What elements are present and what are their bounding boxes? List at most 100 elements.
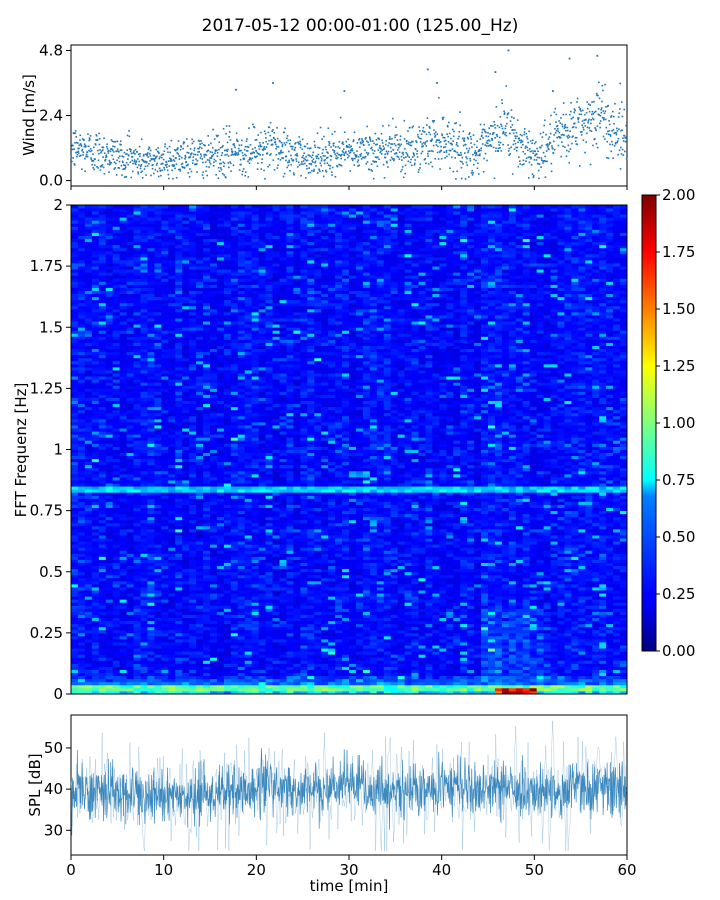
wind-point	[243, 148, 246, 151]
spectrogram-cell	[196, 648, 204, 652]
spectrogram-cell	[182, 590, 190, 594]
wind-point	[413, 153, 415, 156]
spectrogram-cell	[133, 550, 141, 554]
spectrogram-cell	[147, 483, 155, 487]
spectrogram-cell	[175, 571, 183, 576]
spectrogram-cell	[147, 366, 155, 371]
spectrogram-cell	[91, 467, 100, 472]
wind-point	[235, 88, 237, 91]
spectrogram-cell	[147, 587, 155, 591]
wind-point	[470, 142, 472, 144]
wind-point	[429, 127, 431, 129]
wind-point	[274, 143, 277, 146]
spectrogram-cell	[168, 232, 176, 236]
spectrogram-cell	[98, 620, 107, 625]
spectrogram-cell	[91, 473, 100, 478]
wind-point	[180, 163, 183, 166]
spectrogram-cell	[189, 360, 197, 365]
spectrogram-cell	[112, 345, 121, 350]
spectrogram-cell	[182, 205, 190, 209]
spectrogram-cell	[91, 339, 100, 343]
spectrogram-cell	[77, 684, 86, 689]
spectrogram-cell	[203, 305, 211, 310]
wind-point	[95, 134, 98, 136]
spectrogram-cell	[98, 272, 107, 276]
spectrogram-cell	[98, 596, 107, 600]
spectrogram-cell	[147, 278, 155, 282]
spectrogram-cell	[126, 626, 134, 631]
spectrogram-cell	[133, 418, 141, 423]
spectrogram-cell	[182, 541, 190, 545]
spectrogram-cell	[126, 492, 134, 496]
spectrogram-cell	[91, 440, 100, 444]
spectrogram-cell	[119, 504, 127, 508]
spectrogram-cell	[119, 684, 127, 689]
spectrogram-cell	[168, 672, 176, 677]
spectrogram-cell	[126, 269, 134, 273]
spectrogram-cell	[133, 296, 141, 301]
spectrogram-cell	[133, 446, 141, 450]
wind-point	[490, 125, 492, 127]
spectrogram-cell	[203, 339, 211, 343]
spectrogram-cell	[154, 608, 162, 612]
wind-point	[591, 101, 593, 103]
spectrogram-cell	[182, 263, 190, 267]
spectrogram-cell	[98, 223, 107, 227]
spectrogram-cell	[84, 272, 93, 276]
spectrogram-cell	[140, 690, 148, 695]
spectrogram-cell	[84, 253, 93, 258]
spectrogram-cell	[140, 519, 148, 524]
spectrogram-cell	[133, 580, 141, 585]
spectrogram-cell	[140, 263, 148, 267]
spectrogram-cell	[196, 617, 204, 622]
wind-point	[351, 147, 353, 150]
spectrogram-cell	[98, 522, 107, 527]
wind-point	[456, 151, 459, 154]
wind-point	[366, 140, 368, 143]
wind-point	[357, 156, 360, 158]
wind-point	[354, 157, 356, 160]
wind-point	[98, 143, 101, 146]
spectrogram-cell	[105, 544, 114, 548]
wind-point	[514, 142, 517, 145]
wind-point	[526, 136, 528, 138]
spectrogram-cell	[203, 504, 211, 508]
spectrogram-cell	[161, 217, 169, 221]
spectrogram-cell	[105, 394, 114, 398]
spectrogram-cell	[133, 400, 141, 405]
wind-point	[304, 162, 306, 165]
wind-point	[418, 169, 420, 171]
spectrogram-cell	[140, 363, 148, 368]
spectrogram-cell	[133, 528, 141, 533]
spectrogram-cell	[154, 562, 162, 567]
spectrogram-cell	[161, 669, 169, 674]
spectrogram-cell	[98, 440, 107, 444]
spectrogram-cell	[161, 376, 169, 380]
wind-point	[499, 141, 502, 144]
spectrogram-cell	[126, 480, 134, 484]
spectrogram-cell	[203, 446, 211, 450]
spectrogram-cell	[71, 357, 79, 362]
spectrogram-cell	[112, 217, 121, 221]
spectrogram-cell	[119, 400, 127, 405]
wind-point	[598, 81, 600, 84]
wind-point	[396, 155, 398, 158]
wind-point	[426, 124, 428, 126]
spectrogram-cell	[140, 669, 148, 674]
spectrogram-cell	[105, 489, 114, 493]
wind-point	[612, 157, 614, 159]
wind-point	[465, 147, 468, 150]
wind-point	[283, 172, 286, 175]
spectrogram-cell	[168, 574, 176, 579]
spectrogram-cell	[77, 645, 86, 649]
spectrogram-cell	[168, 519, 176, 524]
wind-point	[211, 151, 213, 154]
spectrogram-cell	[196, 241, 204, 246]
wind-point	[456, 170, 458, 173]
spectrogram-cell	[112, 247, 121, 252]
spectrogram-cell	[189, 687, 197, 692]
wind-point	[134, 148, 137, 151]
wind-point	[234, 150, 237, 153]
spectrogram-cell	[161, 660, 169, 664]
wind-point	[535, 159, 538, 161]
